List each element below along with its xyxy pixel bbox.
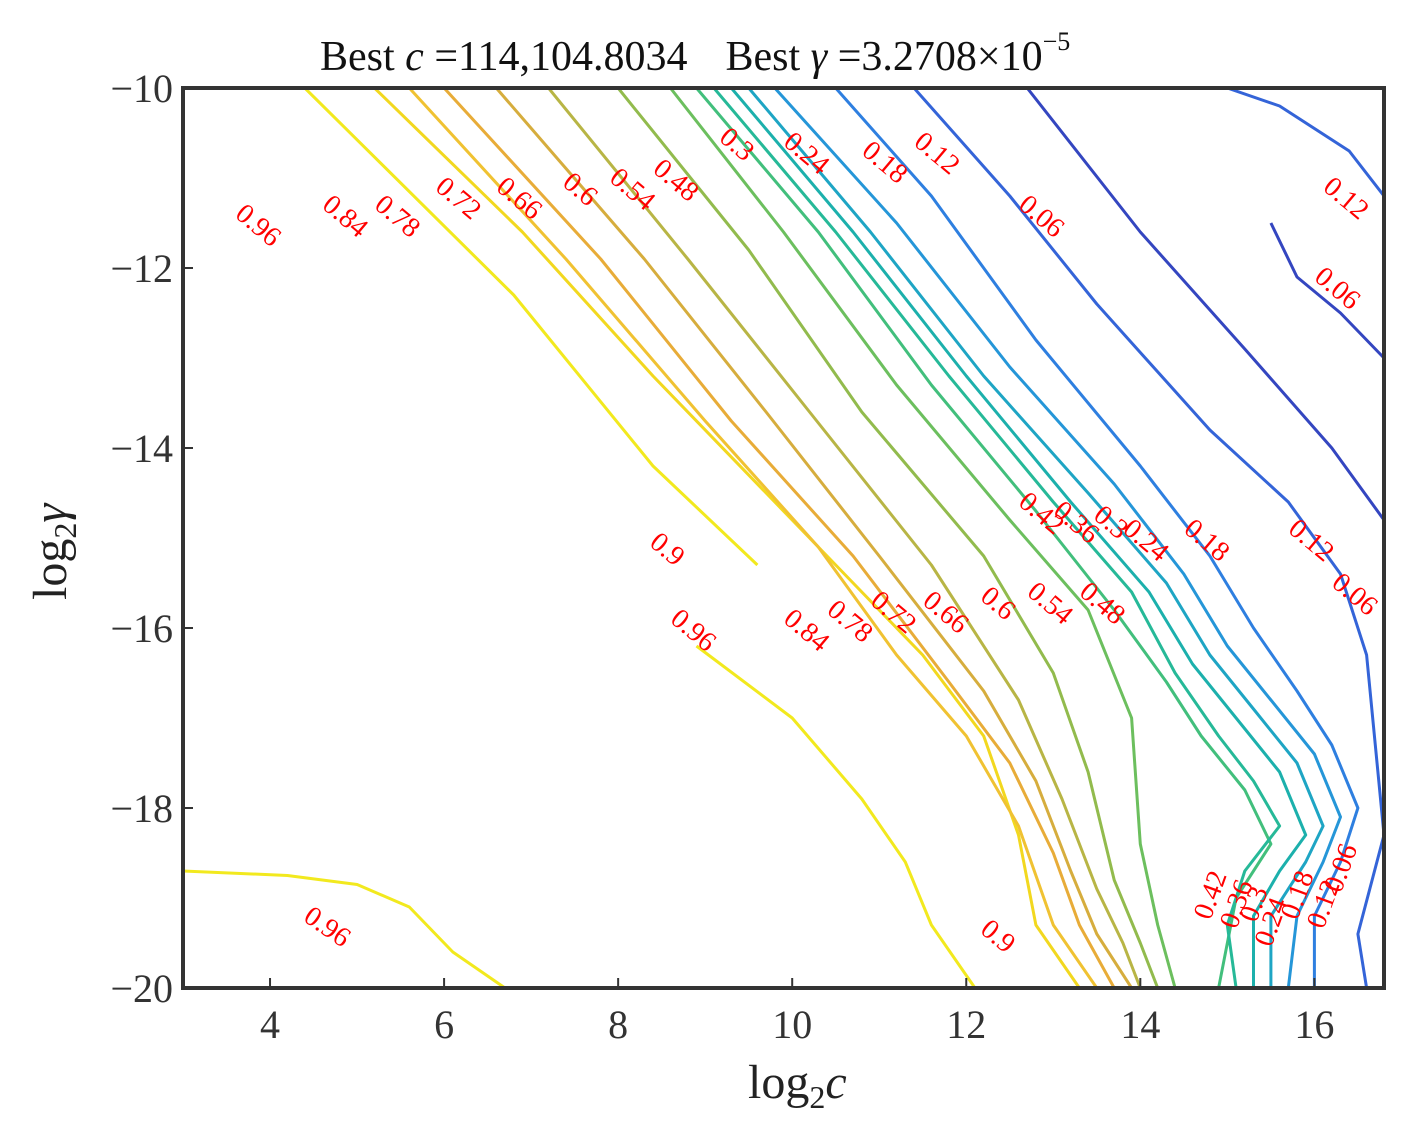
y-tick-label: −18 <box>110 786 173 831</box>
contour-lines <box>183 88 1384 988</box>
contour-line-0.96-2 <box>183 869 506 988</box>
contour-line-0.06-17 <box>1026 88 1384 521</box>
y-axis-label-main: log <box>24 539 77 600</box>
y-axis-label-sub: 2 <box>47 523 83 539</box>
y-axis-label: log2γ <box>24 503 83 600</box>
chart-title: Best c =114,104.8034 Best γ =3.2708×10−5 <box>320 27 1070 80</box>
y-tick-label: −10 <box>110 66 173 111</box>
contour-line-0.9-3 <box>373 88 1081 988</box>
contour-line-0.3-13 <box>747 88 1325 988</box>
x-tick-label: 8 <box>608 1002 628 1047</box>
x-axis-label-var: c <box>825 1056 846 1109</box>
y-axis-ticks: −10 −12 −14 −16 −18 −20 <box>110 66 193 1011</box>
contour-line-0.96-1 <box>695 644 977 988</box>
x-tick-label: 10 <box>772 1002 812 1047</box>
plot-background <box>183 88 1384 988</box>
contour-line-0.84-4 <box>408 88 1099 988</box>
x-axis-label-main: log <box>748 1056 809 1109</box>
contour-line-0.12-18 <box>1226 88 1384 197</box>
x-axis-label: log2c <box>748 1056 847 1115</box>
title-best-label-1: Best <box>320 34 405 80</box>
x-tick-label: 14 <box>1120 1002 1160 1047</box>
title-gamma-mantissa: =3.2708×10 <box>827 34 1042 80</box>
title-best-label-2: Best <box>725 34 810 80</box>
title-c-symbol: c <box>405 34 424 80</box>
y-tick-label: −16 <box>110 606 173 651</box>
x-tick-label: 4 <box>260 1002 280 1047</box>
plot-frame <box>181 86 1386 990</box>
title-gamma-symbol: γ <box>811 34 829 80</box>
contour-line-0.06-19 <box>1269 222 1384 360</box>
contour-line-0.42-11 <box>712 88 1282 988</box>
contour-line-0.18-15 <box>834 88 1360 988</box>
title-gamma-exponent: −5 <box>1043 27 1071 56</box>
contour-line-0.78-5 <box>442 88 1116 988</box>
contour-line-0.72-6 <box>495 88 1133 988</box>
contour-line-0.12-16 <box>912 88 1384 988</box>
contour-line-0.66-7 <box>547 88 1142 988</box>
x-tick-label: 12 <box>946 1002 986 1047</box>
y-axis-label-var: γ <box>24 503 77 523</box>
contour-line-0.48-10 <box>695 88 1273 988</box>
y-tick-label: −12 <box>110 246 173 291</box>
contour-line-0.96-0 <box>303 88 759 567</box>
title-c-value: =114,104.8034 <box>424 34 688 80</box>
x-tick-label: 6 <box>434 1002 454 1047</box>
y-tick-label: −14 <box>110 426 173 471</box>
contour-line-0.6-8 <box>616 88 1160 988</box>
x-axis-label-sub: 2 <box>809 1079 825 1115</box>
contour-line-0.24-14 <box>773 88 1342 988</box>
x-tick-label: 16 <box>1294 1002 1334 1047</box>
contour-line-0.54-9 <box>669 88 1177 988</box>
y-tick-label: −20 <box>110 966 173 1011</box>
x-axis-ticks: 4 6 8 10 12 14 16 <box>260 978 1334 1047</box>
plot-area: 0.96 0.840.78 0.72 0.66 0.6 0.540.480.3 0.24 0.… <box>181 86 1386 990</box>
contour-line-0.36-12 <box>730 88 1308 988</box>
